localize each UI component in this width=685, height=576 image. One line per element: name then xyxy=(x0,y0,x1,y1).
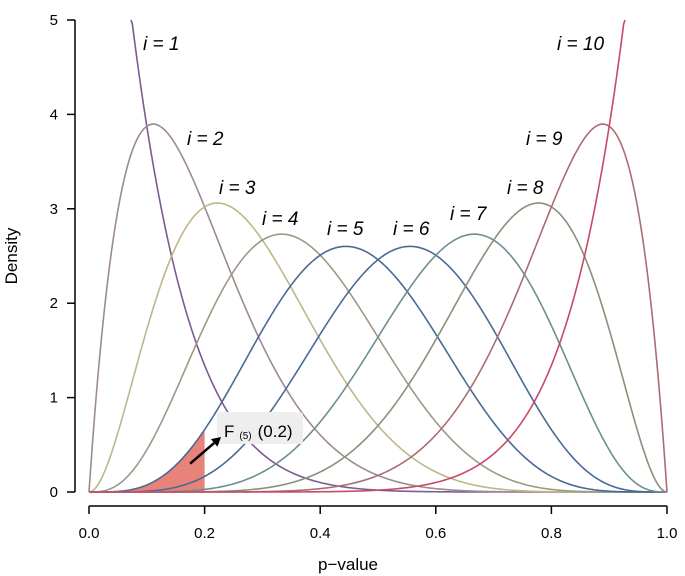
y-tick-label-0: 0 xyxy=(50,484,58,501)
x-tick-label-2: 0.4 xyxy=(310,525,331,542)
annotation-arrow xyxy=(189,441,216,465)
curve-label-10: i = 10 xyxy=(557,34,604,55)
curves-layer xyxy=(88,19,668,493)
annotation-box xyxy=(217,412,303,444)
annotation-subscript: (5) xyxy=(239,431,251,442)
annotation-argument: (0.2) xyxy=(258,422,293,441)
axes-layer xyxy=(74,20,667,507)
y-tick-label-4: 4 xyxy=(50,106,58,123)
y-axis-title: Density xyxy=(2,227,21,284)
y-tick-label-1: 1 xyxy=(50,390,58,407)
annotation-f: F xyxy=(224,422,234,441)
curve-label-3: i = 3 xyxy=(219,178,256,199)
ticks-layer: 0.0 0.2 0.4 0.6 0.8 1.0 0 1 2 3 4 5 xyxy=(50,12,678,542)
annotation-label: F (5) (0.2) xyxy=(224,422,293,443)
y-tick-label-2: 2 xyxy=(50,295,58,312)
x-tick-label-5: 1.0 xyxy=(657,525,678,542)
density-curve-1 xyxy=(130,19,667,493)
curve-label-2: i = 2 xyxy=(187,129,224,150)
density-curve-2 xyxy=(88,123,667,493)
curve-label-5: i = 5 xyxy=(327,219,364,240)
y-tick-label-5: 5 xyxy=(50,12,58,29)
x-tick-label-0: 0.0 xyxy=(79,525,100,542)
density-curve-7 xyxy=(89,233,667,493)
shaded-cdf-area xyxy=(89,429,205,492)
curve-label-1: i = 1 xyxy=(143,34,179,55)
density-curve-10 xyxy=(89,19,626,493)
curve-label-9: i = 9 xyxy=(526,129,563,150)
density-curve-6 xyxy=(89,245,667,493)
cdf-annotation: F (5) (0.2) xyxy=(189,412,303,465)
density-curve-9 xyxy=(89,123,668,493)
density-curve-5 xyxy=(89,245,667,493)
curve-labels-layer: i = 1 i = 2 i = 3 i = 4 i = 5 i = 6 i = 7 i = 8… xyxy=(143,34,604,240)
x-tick-label-3: 0.6 xyxy=(425,525,446,542)
annotation-arrow-head xyxy=(210,437,221,447)
y-tick-label-3: 3 xyxy=(50,201,58,218)
curve-label-7: i = 7 xyxy=(450,204,488,225)
x-axis-title: p−value xyxy=(318,555,378,574)
curve-label-8: i = 8 xyxy=(507,178,544,199)
curve-label-6: i = 6 xyxy=(393,219,430,240)
shaded-area-layer xyxy=(89,429,205,492)
curve-label-4: i = 4 xyxy=(262,209,298,230)
x-tick-label-1: 0.2 xyxy=(194,525,215,542)
x-tick-label-4: 0.8 xyxy=(541,525,562,542)
